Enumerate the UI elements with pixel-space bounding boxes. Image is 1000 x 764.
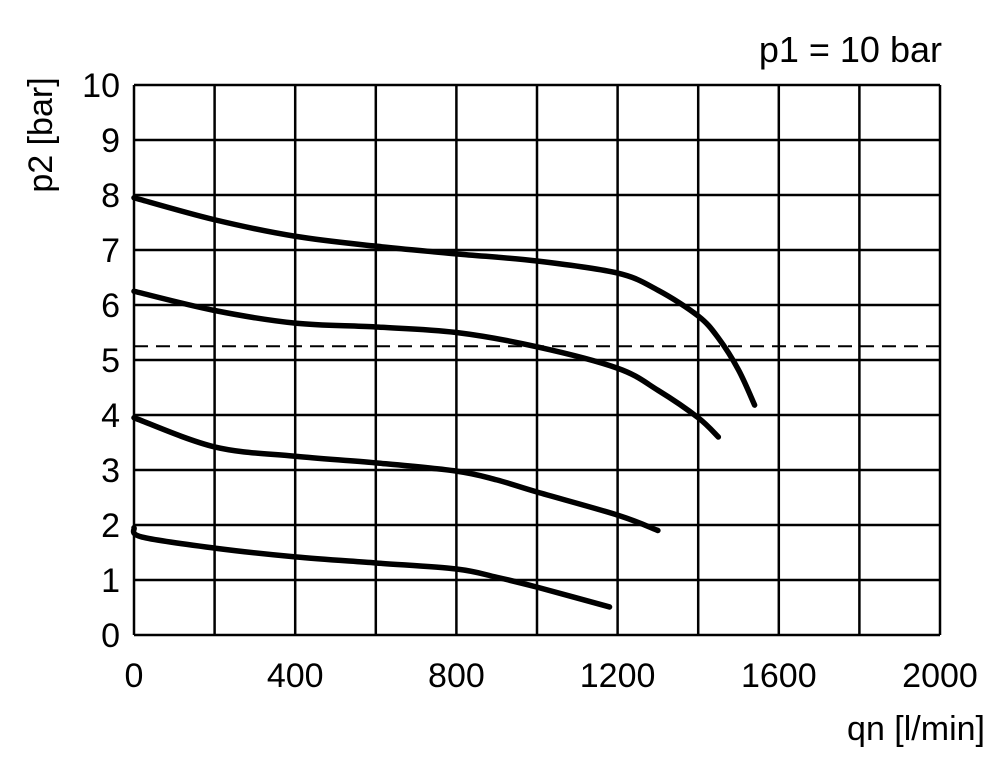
y-tick-label: 3 (101, 452, 120, 490)
x-axis-label: qn [l/min] (847, 710, 985, 748)
series-lines (130, 195, 758, 610)
x-tick-label: 1200 (580, 657, 656, 695)
y-tick-label: 7 (101, 232, 120, 270)
tick-labels: 0 1 2 3 4 5 6 7 8 9 10 0 400 800 1200 1600 2000 (82, 67, 978, 695)
y-tick-label: 9 (101, 122, 120, 160)
y-tick-label: 0 (101, 617, 120, 655)
y-tick-label: 10 (82, 67, 120, 105)
x-tick-label: 0 (125, 657, 144, 695)
x-tick-label: 400 (267, 657, 324, 695)
x-tick-label: 800 (428, 657, 485, 695)
y-tick-label: 8 (101, 177, 120, 215)
series-line-4 (130, 525, 613, 610)
chart-title: p1 = 10 bar (759, 29, 942, 70)
y-tick-label: 6 (101, 287, 120, 325)
series-line-3 (131, 415, 661, 534)
x-tick-label: 1600 (741, 657, 817, 695)
y-axis-label: p2 [bar] (22, 77, 60, 192)
series-line-1 (131, 195, 758, 408)
y-tick-label: 1 (101, 562, 120, 600)
y-tick-label: 4 (101, 397, 120, 435)
x-tick-label: 2000 (902, 657, 978, 695)
grid (132, 83, 942, 637)
y-tick-label: 2 (101, 507, 120, 545)
series-line-2 (131, 288, 722, 440)
y-tick-label: 5 (101, 342, 120, 380)
